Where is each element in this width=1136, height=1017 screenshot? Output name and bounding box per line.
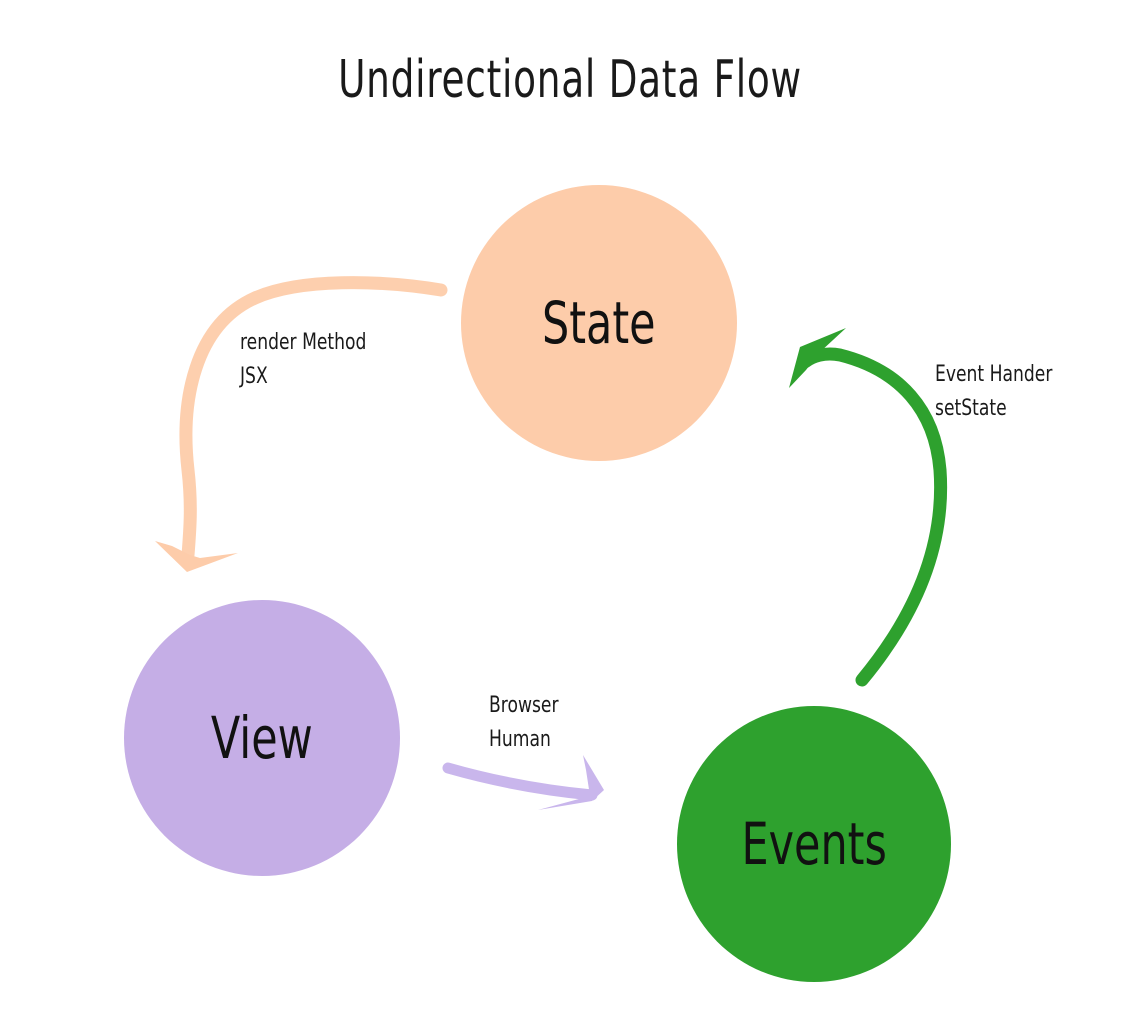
events-to-state-label-line2: setState [935, 396, 1007, 421]
view-node-label: View [211, 704, 313, 772]
arrow-view-to-events-shaft [442, 762, 598, 801]
view-node: View [124, 600, 400, 876]
view-to-events-label-line2: Human [489, 727, 551, 752]
events-to-state-label-line1: Event Hander [935, 362, 1053, 387]
arrow-events-to-state-head [789, 328, 846, 388]
view-to-events-label-line1: Browser [489, 693, 559, 718]
state-to-view-label-line1: render Method [240, 330, 367, 355]
state-node-label: State [542, 289, 656, 357]
arrow-state-to-view [155, 276, 448, 572]
state-node: State [461, 185, 737, 461]
view-to-events-label: Browser Human [489, 689, 559, 757]
events-node-label: Events [741, 810, 887, 878]
arrow-events-to-state [789, 328, 948, 687]
events-node: Events [677, 706, 951, 982]
arrow-state-to-view-shaft [179, 276, 448, 562]
arrow-view-to-events-head [538, 755, 604, 810]
arrow-view-to-events [442, 755, 604, 810]
state-to-view-label-line2: JSX [240, 364, 268, 389]
diagram-title: Undirectional Data Flow [338, 50, 802, 110]
arrow-state-to-view-head [155, 541, 238, 572]
events-to-state-label: Event Hander setState [935, 358, 1052, 426]
state-to-view-label: render Method JSX [240, 326, 366, 394]
arrow-events-to-state-shaft [798, 347, 948, 687]
